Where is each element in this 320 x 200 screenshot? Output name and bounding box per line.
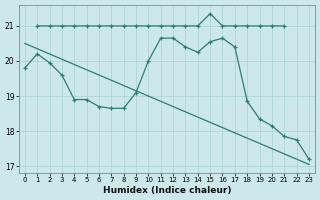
X-axis label: Humidex (Indice chaleur): Humidex (Indice chaleur) <box>103 186 231 195</box>
